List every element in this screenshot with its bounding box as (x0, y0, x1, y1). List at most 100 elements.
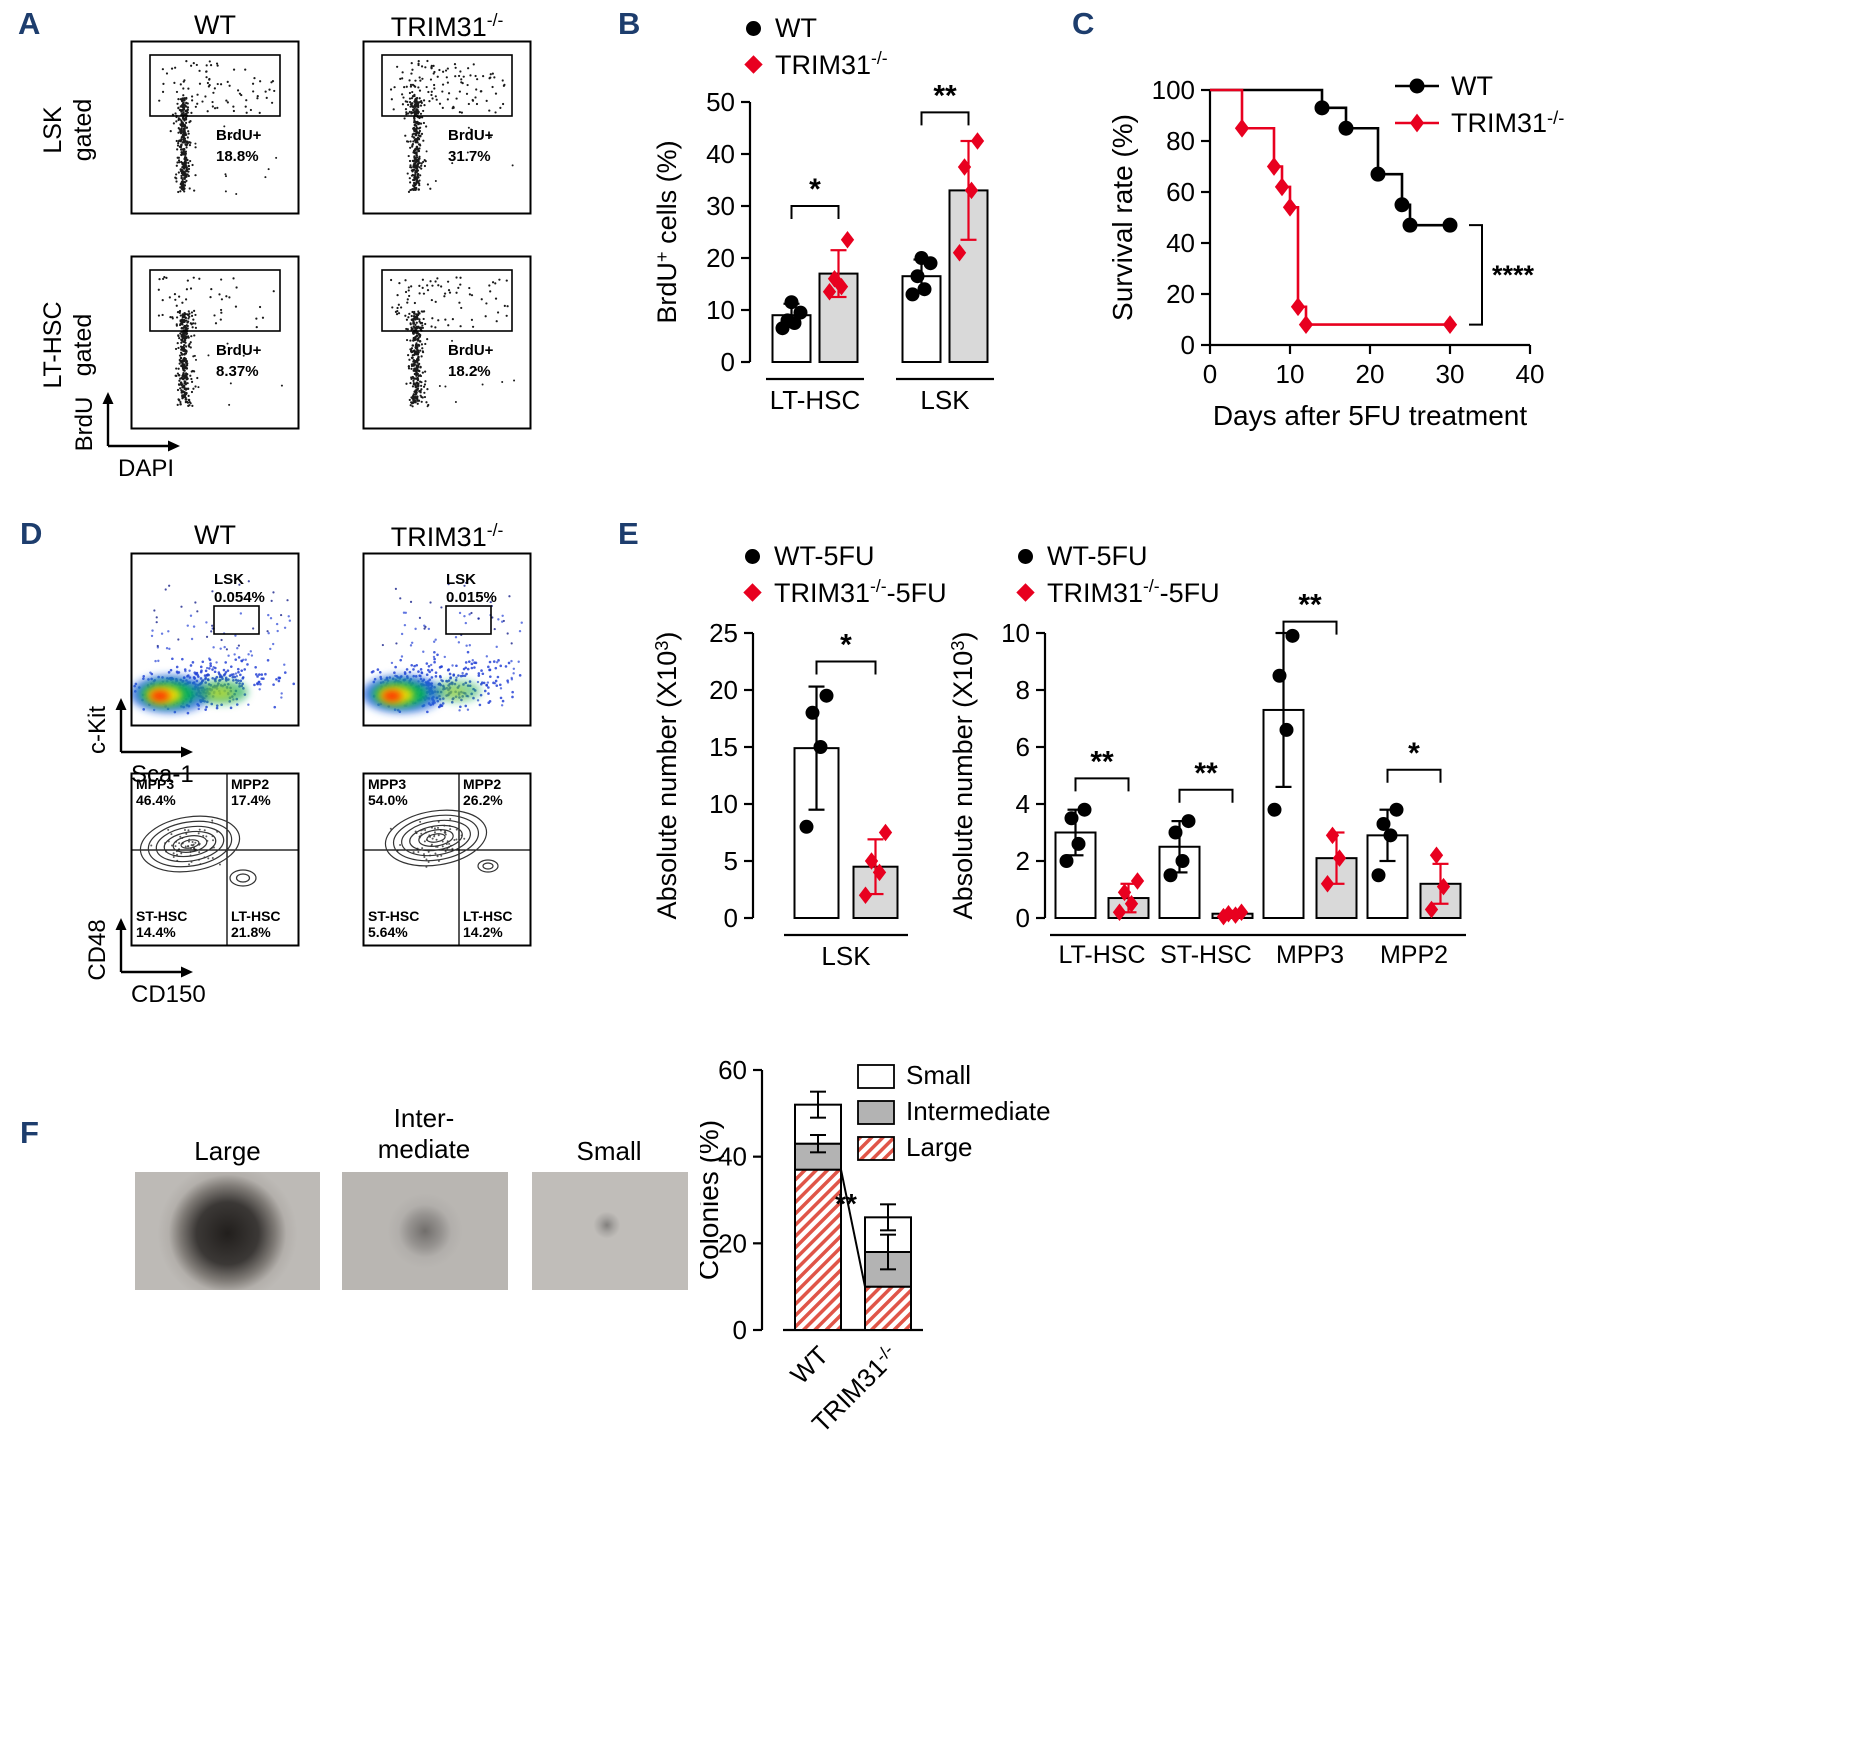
svg-text:c-Kit: c-Kit (85, 706, 111, 754)
legend-label-trim31: TRIM31-/- (775, 47, 888, 80)
svg-text:5: 5 (724, 846, 738, 876)
svg-text:MPP3: MPP3 (1276, 941, 1344, 969)
svg-text:LT-HSC: LT-HSC (463, 908, 513, 924)
svg-text:26.2%: 26.2% (463, 792, 503, 808)
svg-text:*: * (1408, 737, 1420, 770)
panel-d-col-header-trim31: TRIM31-/- (390, 520, 504, 552)
colony-image-small (532, 1172, 688, 1290)
colony-label-large: Large (194, 1136, 261, 1166)
svg-text:17.4%: 17.4% (231, 792, 271, 808)
svg-text:Small: Small (906, 1060, 971, 1090)
svg-text:10: 10 (1276, 359, 1305, 389)
colony-image-intermediate (342, 1172, 508, 1290)
svg-text:*: * (840, 629, 852, 662)
panel-e-legend-left: WT-5FU TRIM31-/--5FU (743, 538, 947, 610)
svg-text:30: 30 (706, 191, 735, 221)
svg-text:10: 10 (709, 789, 738, 819)
panel-a-label: A (18, 6, 41, 41)
svg-text:BrdU+: BrdU+ (216, 342, 262, 359)
panel-e-lsk-chart: 0 5 10 15 20 25 Absolute number (X103) LSK * (651, 618, 908, 971)
svg-text:LT-HSC: LT-HSC (1058, 941, 1145, 969)
legend-label-trim31-5fu: TRIM31-/--5FU (1047, 575, 1220, 608)
svg-text:LT-HSC: LT-HSC (231, 908, 281, 924)
svg-text:CD48: CD48 (85, 919, 111, 980)
svg-text:31.7%: 31.7% (448, 148, 491, 165)
svg-text:BrdU+: BrdU+ (448, 342, 494, 359)
legend-label-wt-5fu: WT-5FU (774, 540, 875, 571)
panel-c-label: C (1072, 6, 1095, 41)
svg-text:*: * (809, 173, 821, 206)
svg-text:60: 60 (1166, 177, 1195, 207)
svg-text:BrdU+ cells (%): BrdU+ cells (%) (651, 140, 682, 323)
wt-circle-marker-icon (746, 20, 761, 36)
svg-text:40: 40 (1516, 359, 1545, 389)
svg-text:8.37%: 8.37% (216, 363, 259, 380)
svg-text:2: 2 (1016, 846, 1030, 876)
colony-label-small: Small (576, 1136, 642, 1166)
svg-text:**: ** (1090, 745, 1114, 778)
svg-text:6: 6 (1016, 732, 1030, 762)
svg-text:18.2%: 18.2% (448, 363, 491, 380)
panel-e-label: E (618, 516, 639, 551)
svg-text:40: 40 (1166, 228, 1195, 258)
svg-text:Survival rate (%): Survival rate (%) (1107, 114, 1138, 321)
panel-a-row-label-lsk-gated: LSK gated (39, 98, 97, 162)
svg-text:50: 50 (706, 87, 735, 117)
svg-text:MPP2: MPP2 (231, 776, 269, 792)
svg-text:20: 20 (718, 1228, 747, 1258)
svg-text:Intermediate: Intermediate (906, 1096, 1051, 1126)
svg-text:MPP2: MPP2 (1380, 941, 1448, 969)
svg-text:8: 8 (1016, 675, 1030, 705)
panel-f-label: F (20, 1115, 39, 1150)
svg-text:40: 40 (706, 139, 735, 169)
svg-text:BrdU: BrdU (72, 397, 98, 452)
svg-text:0: 0 (1016, 903, 1030, 933)
svg-text:20: 20 (706, 243, 735, 273)
svg-text:20: 20 (709, 675, 738, 705)
legend-item-trim31: TRIM31-/- (744, 46, 888, 82)
svg-text:Absolute number (X103): Absolute number (X103) (950, 632, 978, 920)
svg-text:LT-HSC: LT-HSC (770, 385, 861, 415)
svg-text:LSK: LSK (920, 385, 970, 415)
panel-a-col-header-trim31: TRIM31-/- (390, 10, 504, 42)
svg-text:**: ** (933, 79, 957, 112)
svg-text:LSK: LSK (446, 571, 476, 588)
panel-d-label: D (20, 516, 43, 551)
flow-plot-brdu-trim31-lthsc: BrdU+ 18.2% (362, 255, 532, 430)
svg-text:ST-HSC: ST-HSC (136, 908, 187, 924)
legend-item-trim31-5fu: TRIM31-/--5FU (1016, 574, 1220, 610)
svg-text:0: 0 (721, 347, 735, 377)
svg-text:0: 0 (733, 1315, 747, 1345)
svg-text:**: ** (1194, 757, 1218, 790)
svg-text:LSK: LSK (214, 571, 244, 588)
legend-item-wt: WT (746, 10, 888, 46)
svg-text:5.64%: 5.64% (368, 924, 408, 940)
colony-label-intermediate: Inter- mediate (377, 1103, 471, 1165)
svg-text:25: 25 (709, 618, 738, 648)
svg-text:Absolute number (X103): Absolute number (X103) (651, 632, 682, 920)
svg-text:10: 10 (1001, 618, 1030, 648)
flow-plot-brdu-wt-lsk: BrdU+ 18.8% (130, 40, 300, 215)
svg-text:14.2%: 14.2% (463, 924, 503, 940)
svg-text:10: 10 (706, 295, 735, 325)
panel-e-legend-right: WT-5FU TRIM31-/--5FU (1016, 538, 1220, 610)
svg-text:21.8%: 21.8% (231, 924, 271, 940)
legend-item-wt-5fu: WT-5FU (1018, 538, 1220, 574)
panel-c-survival-chart: 0 20 40 60 80 100 0 10 20 30 40 Days after 5FU trea… (1107, 71, 1564, 431)
svg-text:0: 0 (1203, 359, 1217, 389)
svg-text:15: 15 (709, 732, 738, 762)
legend-item-wt-5fu: WT-5FU (745, 538, 947, 574)
svg-text:100: 100 (1152, 75, 1195, 105)
svg-text:18.8%: 18.8% (216, 148, 259, 165)
svg-text:MPP3: MPP3 (368, 776, 406, 792)
flow-plot-brdu-wt-lthsc: BrdU+ 8.37% (130, 255, 300, 430)
panel-a-axis-arrows: BrdU DAPI (72, 392, 180, 482)
svg-text:20: 20 (1356, 359, 1385, 389)
svg-text:0.015%: 0.015% (446, 589, 497, 606)
legend-label-trim31-5fu: TRIM31-/--5FU (774, 575, 947, 608)
svg-text:MPP2: MPP2 (463, 776, 501, 792)
legend-label-wt-5fu: WT-5FU (1047, 540, 1148, 571)
